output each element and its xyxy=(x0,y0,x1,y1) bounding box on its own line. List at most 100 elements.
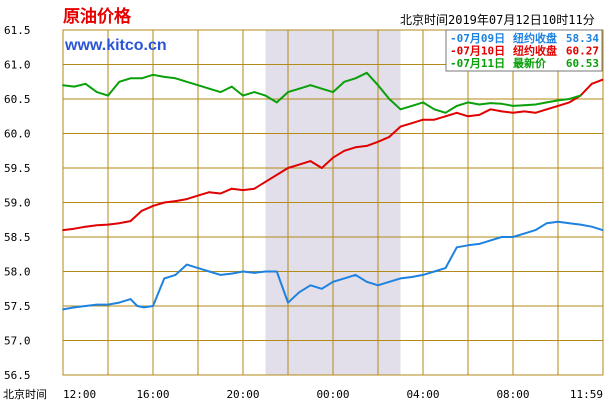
data-point xyxy=(174,200,177,203)
data-point xyxy=(354,77,357,80)
y-tick-label: 58.0 xyxy=(4,266,31,279)
data-point xyxy=(320,87,323,90)
data-point xyxy=(152,73,154,76)
data-point xyxy=(163,76,166,78)
data-point xyxy=(163,201,166,204)
data-point xyxy=(433,118,436,121)
data-point xyxy=(388,98,391,100)
data-point xyxy=(275,270,278,273)
data-point xyxy=(309,284,312,287)
data-point xyxy=(298,87,301,90)
data-point xyxy=(264,180,267,183)
series-line-1 xyxy=(62,220,603,311)
data-point xyxy=(264,270,267,273)
data-point xyxy=(129,298,132,300)
data-point xyxy=(219,274,222,276)
data-point xyxy=(467,101,469,104)
data-point xyxy=(512,105,514,107)
data-point xyxy=(568,101,571,104)
data-point xyxy=(467,244,469,247)
data-point xyxy=(84,82,87,85)
chart-title: 原油价格 xyxy=(63,6,132,27)
data-point xyxy=(489,108,492,111)
legend: -07月09日 纽约收盘 58.34 -07月10日 纽约收盘 60.27 -07月11日最… xyxy=(445,29,603,72)
data-point xyxy=(377,140,379,143)
data-point xyxy=(545,108,548,111)
data-point xyxy=(467,115,469,118)
legend-entry-label: 纽约收盘 xyxy=(513,44,557,58)
data-point xyxy=(242,189,244,191)
data-point xyxy=(275,101,278,104)
data-point xyxy=(129,220,132,223)
data-point xyxy=(399,108,402,111)
data-point xyxy=(444,267,447,269)
data-point xyxy=(129,77,132,80)
data-point xyxy=(365,280,368,283)
data-point xyxy=(444,111,447,114)
x-axis-label: 北京时间 xyxy=(3,387,47,401)
x-tick-label: 16:00 xyxy=(136,388,169,401)
legend-entry-value: 58.34 xyxy=(566,32,599,45)
data-point xyxy=(118,222,121,225)
data-point xyxy=(174,274,177,276)
plot-frame xyxy=(62,29,604,376)
data-point xyxy=(163,277,166,280)
data-point xyxy=(320,287,323,290)
y-tick-label: 60.5 xyxy=(4,93,31,106)
y-tick-label: 60.0 xyxy=(4,128,31,141)
data-point xyxy=(534,111,537,114)
x-tick-label: 08:00 xyxy=(496,388,529,401)
legend-entry-label: 纽约收盘 xyxy=(513,31,557,45)
data-point xyxy=(62,308,64,311)
data-point xyxy=(545,101,548,104)
data-point xyxy=(365,71,368,74)
data-point xyxy=(197,267,199,269)
data-point xyxy=(287,167,289,169)
data-point xyxy=(62,84,64,87)
data-point xyxy=(388,280,391,283)
data-point xyxy=(253,91,256,93)
data-point xyxy=(478,113,481,116)
data-point xyxy=(95,224,98,227)
data-point xyxy=(95,91,98,93)
data-point xyxy=(568,98,571,100)
data-point xyxy=(377,84,379,87)
data-point xyxy=(107,94,109,97)
data-point xyxy=(287,91,289,93)
data-point xyxy=(399,277,402,280)
data-point xyxy=(73,227,76,230)
data-point xyxy=(523,232,526,235)
data-point xyxy=(343,277,346,280)
data-point xyxy=(388,136,391,138)
data-point xyxy=(579,94,582,97)
y-tick-label: 57.5 xyxy=(4,300,31,313)
data-point xyxy=(601,78,604,81)
y-tick-label: 58.5 xyxy=(4,231,31,244)
data-point xyxy=(107,223,109,226)
brand-logo: www.kitco.cn xyxy=(64,37,167,54)
data-point xyxy=(298,291,301,294)
data-point xyxy=(568,222,571,225)
data-point xyxy=(523,110,526,113)
data-point xyxy=(298,163,301,166)
legend-entry-value: 60.53 xyxy=(566,57,599,70)
data-point xyxy=(534,229,537,232)
data-point xyxy=(242,94,244,97)
data-point xyxy=(275,174,278,176)
legend-entry-value: 60.27 xyxy=(566,45,599,58)
legend-entry-label: 最新价 xyxy=(513,56,547,70)
legend-entry-date: -07月09日 xyxy=(450,32,505,45)
x-tick-label: 04:00 xyxy=(406,388,439,401)
y-tick-label: 59.5 xyxy=(4,162,31,175)
data-point xyxy=(84,225,87,228)
data-point xyxy=(433,108,436,111)
data-point xyxy=(557,105,559,107)
x-tick-label: 11:59 xyxy=(570,388,603,401)
data-point xyxy=(230,187,233,190)
data-point xyxy=(354,146,357,149)
data-point xyxy=(152,205,154,207)
legend-entry-date: -07月11日 xyxy=(450,57,505,70)
data-point xyxy=(253,271,256,274)
data-point xyxy=(410,105,413,107)
